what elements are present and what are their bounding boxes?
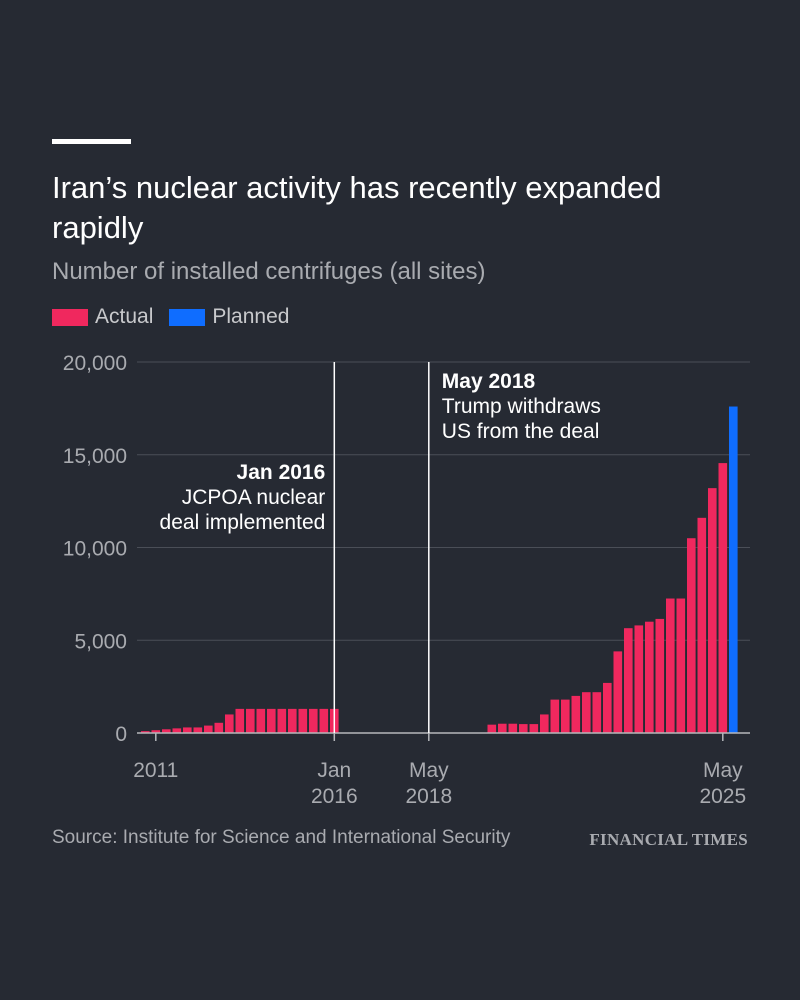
bar-actual (613, 651, 623, 733)
bar-actual (519, 724, 528, 733)
y-tick-label: 0 (115, 723, 127, 746)
x-tick-label: Jan (317, 759, 351, 782)
bar-actual (183, 727, 192, 733)
x-tick-label: 2018 (405, 785, 452, 808)
chart-title: Iran’s nuclear activity has recently exp… (52, 170, 662, 245)
x-tick-label: 2016 (311, 785, 358, 808)
legend-item-planned: Planned (169, 305, 289, 329)
chart-subtitle: Number of installed centrifuges (all sit… (52, 258, 486, 285)
bar-actual (624, 628, 633, 733)
legend-swatch-actual (52, 308, 88, 326)
bar-actual (561, 699, 570, 733)
brand-logo: FINANCIAL TIMES (589, 830, 748, 849)
bar-actual (246, 708, 255, 733)
annotation-title: Jan 2016 (237, 461, 326, 484)
bar-actual (267, 708, 276, 733)
annotation-text: Trump withdraws (442, 395, 601, 418)
y-tick-label: 10,000 (63, 538, 127, 561)
bar-actual (697, 517, 707, 733)
y-tick-label: 15,000 (63, 445, 127, 468)
bar-actual (529, 724, 539, 733)
bar-planned (729, 406, 738, 733)
annotation-text: US from the deal (442, 420, 600, 443)
bar-actual (172, 728, 182, 733)
bar-actual (288, 708, 297, 733)
bar-actual (162, 729, 171, 733)
x-tick-label: 2025 (699, 785, 746, 808)
bar-actual (214, 722, 224, 733)
bar-actual (666, 598, 675, 733)
bar-actual (592, 692, 602, 733)
bar-actual (225, 714, 234, 733)
bar-actual (718, 463, 728, 733)
bar-actual (582, 692, 591, 733)
bar-actual (193, 727, 203, 733)
y-tick-label: 20,000 (63, 352, 127, 375)
bar-actual (498, 723, 507, 733)
annotation-text: deal implemented (160, 511, 326, 534)
legend: Actual Planned (52, 305, 305, 329)
bar-actual (235, 708, 245, 733)
bar-actual (603, 682, 612, 733)
source-note: Source: Institute for Science and Intern… (52, 827, 511, 848)
bar-actual (319, 708, 329, 733)
legend-label-planned: Planned (212, 305, 290, 328)
bar-actual (550, 699, 560, 733)
x-tick-label: May (703, 759, 743, 782)
legend-swatch-planned (169, 308, 206, 326)
bar-actual (655, 618, 665, 733)
bar-actual (571, 695, 581, 733)
bar-actual (309, 708, 318, 733)
legend-label-actual: Actual (95, 305, 154, 328)
annotation-text: JCPOA nuclear (182, 486, 326, 509)
bar-actual (204, 725, 213, 733)
bar-actual (256, 708, 266, 733)
bar-actual (634, 625, 644, 733)
y-tick-label: 5,000 (74, 630, 127, 653)
bar-actual (708, 488, 717, 733)
annotation-title: May 2018 (442, 370, 536, 393)
bar-actual (151, 730, 161, 733)
bar-actual (540, 714, 549, 733)
bar-actual (141, 731, 150, 733)
legend-item-actual: Actual (52, 305, 153, 329)
top-rule (52, 139, 131, 144)
bar-actual (508, 723, 518, 733)
x-tick-label: May (409, 759, 449, 782)
bar-actual (676, 598, 686, 733)
bar-actual (487, 724, 497, 733)
bar-actual (645, 621, 654, 733)
bar-actual (687, 538, 696, 733)
x-tick-label: 2011 (133, 759, 178, 782)
bar-actual (298, 708, 308, 733)
bar-actual (277, 708, 287, 733)
